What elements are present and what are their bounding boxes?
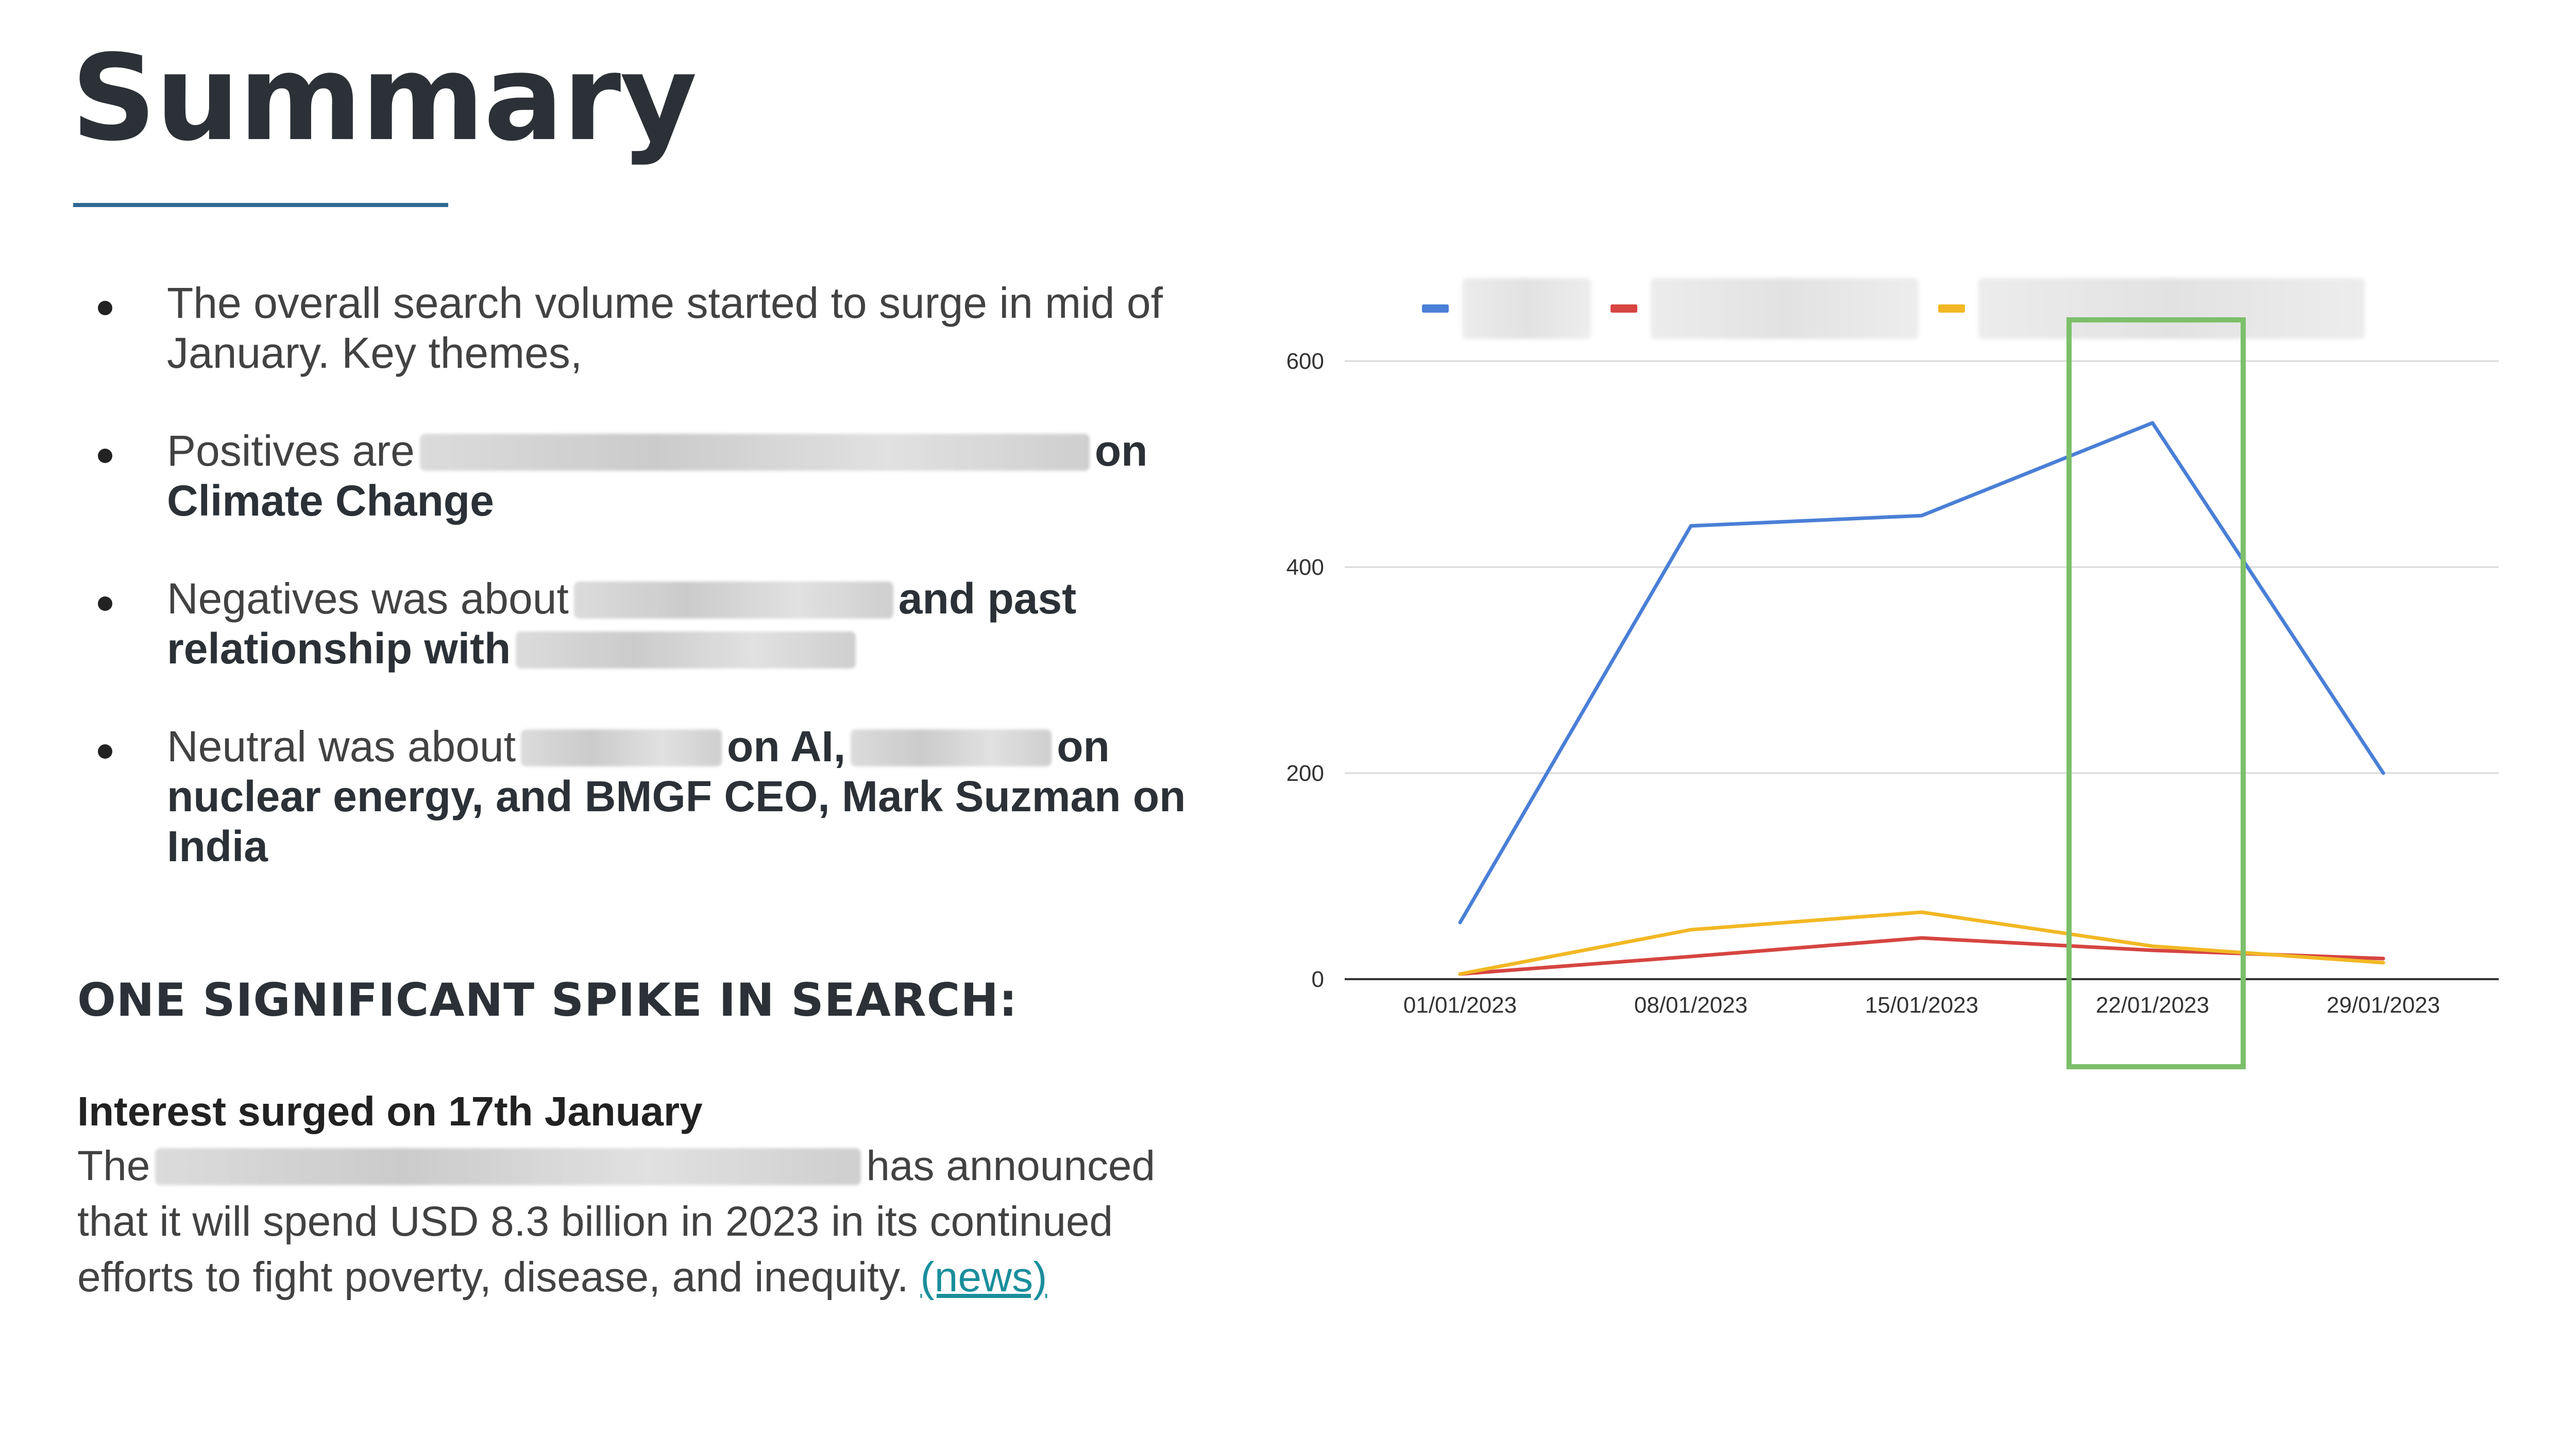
- bullet-dot: [98, 596, 112, 611]
- highlight-box: [2066, 317, 2246, 1069]
- x-tick-label: 15/01/2023: [1865, 993, 1978, 1018]
- news-paragraph: The has announced that it will spend USD …: [77, 1138, 1200, 1305]
- legend-item: [1611, 278, 1919, 339]
- series-line-1: [1458, 421, 2385, 925]
- news-post: has announced that it will spend USD 8.3…: [77, 1142, 1156, 1301]
- redacted-text: [155, 1148, 861, 1185]
- redacted-text: [573, 582, 893, 619]
- summary-bullet-list: The overall search volume started to sur…: [98, 278, 1190, 919]
- bullet-bold: nuclear energy, and BMGF CEO, Mark Suzma…: [167, 772, 1186, 870]
- redacted-text: [851, 729, 1052, 766]
- bullet-negatives: Negatives was about and past relationship…: [98, 574, 1190, 674]
- bullet-tail: and past: [898, 574, 1077, 623]
- x-tick-label: 08/01/2023: [1634, 993, 1748, 1018]
- redacted-text: [516, 631, 856, 669]
- search-volume-line-chart: 0 200 400 600 01/01/2023 08/01/2023 15/01/202…: [1286, 317, 2499, 1069]
- redacted-text: [419, 434, 1090, 471]
- x-axis-ticks: 01/01/2023 08/01/2023 15/01/2023 22/01/2023…: [1403, 993, 2440, 1018]
- bullet-bold: Climate Change: [167, 476, 494, 525]
- y-axis-ticks: 0 200 400 600: [1286, 349, 1324, 992]
- redacted-legend-label: [1651, 278, 1919, 339]
- bullet-text: The overall search volume started to sur…: [167, 279, 1163, 377]
- redacted-legend-label: [1978, 278, 2365, 339]
- legend-swatch-blue: [1422, 304, 1449, 313]
- legend-swatch-red: [1611, 304, 1637, 313]
- legend-swatch-yellow: [1938, 304, 1965, 313]
- spike-heading: ONE SIGNIFICANT SPIKE IN SEARCH:: [77, 973, 1018, 1027]
- news-pre: The: [77, 1142, 150, 1189]
- chart-series: [1458, 421, 2385, 976]
- y-tick-label: 0: [1312, 967, 1324, 992]
- news-link[interactable]: (news): [920, 1254, 1047, 1301]
- chart-gridlines: [1345, 360, 2499, 980]
- bullet-lead: Positives are: [167, 426, 415, 475]
- bullet-dot: [98, 301, 112, 315]
- bullet-search-volume: The overall search volume started to sur…: [98, 278, 1190, 378]
- page-title: Summary: [71, 30, 697, 167]
- legend-item: [1422, 278, 1591, 339]
- bullet-mid: on AI,: [727, 722, 846, 771]
- bullet-tail: on: [1094, 426, 1148, 475]
- bullet-dot: [98, 744, 112, 759]
- redacted-text: [521, 729, 722, 766]
- redacted-legend-label: [1462, 278, 1591, 339]
- legend-item: [1938, 278, 2365, 339]
- bullet-positives: Positives are on Climate Change: [98, 426, 1190, 526]
- x-tick-label: 22/01/2023: [2096, 993, 2209, 1018]
- interest-heading: Interest surged on 17th January: [77, 1088, 703, 1134]
- chart-legend: [1422, 278, 2384, 339]
- bullet-dot: [98, 449, 112, 463]
- bullet-bold: relationship with: [167, 624, 511, 673]
- x-tick-label: 01/01/2023: [1403, 993, 1517, 1018]
- series-line-3: [1458, 910, 2385, 976]
- x-tick-label: 29/01/2023: [2327, 993, 2440, 1018]
- y-tick-label: 600: [1286, 349, 1324, 374]
- y-tick-label: 200: [1286, 761, 1324, 786]
- bullet-lead: Negatives was about: [167, 574, 569, 623]
- bullet-lead: Neutral was about: [167, 722, 516, 771]
- title-underline: [73, 203, 448, 207]
- bullet-tail: on: [1057, 722, 1110, 771]
- bullet-neutral: Neutral was about on AI, on nuclear energy…: [98, 722, 1190, 872]
- y-tick-label: 400: [1286, 555, 1324, 580]
